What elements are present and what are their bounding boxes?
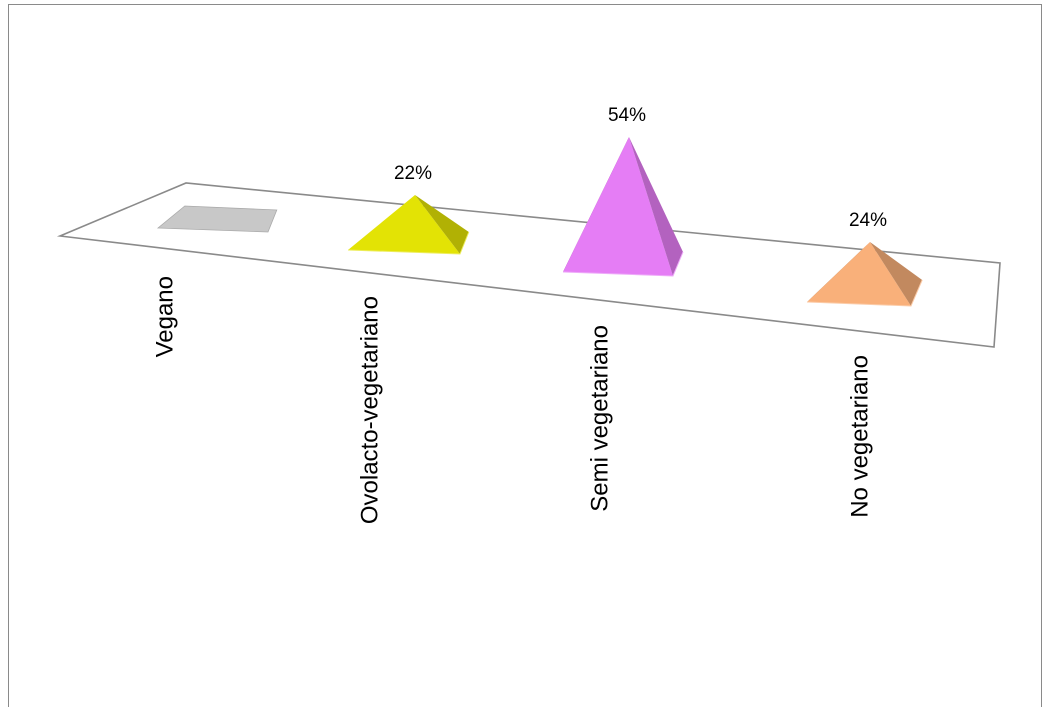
pyramid-vegano [156, 205, 278, 233]
category-label-no-vegetariano: No vegetariano [847, 355, 874, 518]
pyramid-no-vegetariano [806, 242, 923, 307]
chart-marks-layer [156, 137, 923, 307]
bar-base-vegano [156, 205, 278, 233]
bar-right-face-no-vegetariano [870, 242, 923, 306]
data-label-ovolacto-vegetariano: 22% [394, 163, 432, 184]
chart-floor [56, 182, 1001, 348]
pyramid-ovolacto-vegetariano [347, 195, 470, 255]
data-label-no-vegetariano: 24% [849, 210, 887, 231]
category-label-ovolacto-vegetariano: Ovolacto-vegetariano [357, 296, 384, 524]
chart-frame [8, 4, 1042, 707]
category-label-vegano: Vegano [152, 276, 179, 357]
bar-base-edge-ovolacto-vegetariano [347, 231, 470, 255]
bar-base-edge-no-vegetariano [806, 279, 923, 307]
bar-front-face-ovolacto-vegetariano [348, 195, 460, 254]
pyramid-semi-vegetariano [562, 137, 684, 277]
bar-right-face-ovolacto-vegetariano [415, 195, 469, 254]
bar-right-face-semi-vegetariano [629, 137, 683, 276]
chart-labels-layer: Vegano 22% Ovolacto-vegetariano 54% Semi veg… [152, 105, 888, 524]
chart-floor-layer [56, 182, 1001, 348]
bar-front-face-semi-vegetariano [563, 137, 673, 276]
bar-front-face-no-vegetariano [807, 242, 911, 306]
category-label-semi-vegetariano: Semi vegetariano [587, 325, 614, 512]
data-label-semi-vegetariano: 54% [608, 105, 646, 126]
bar-base-edge-semi-vegetariano [562, 251, 684, 277]
